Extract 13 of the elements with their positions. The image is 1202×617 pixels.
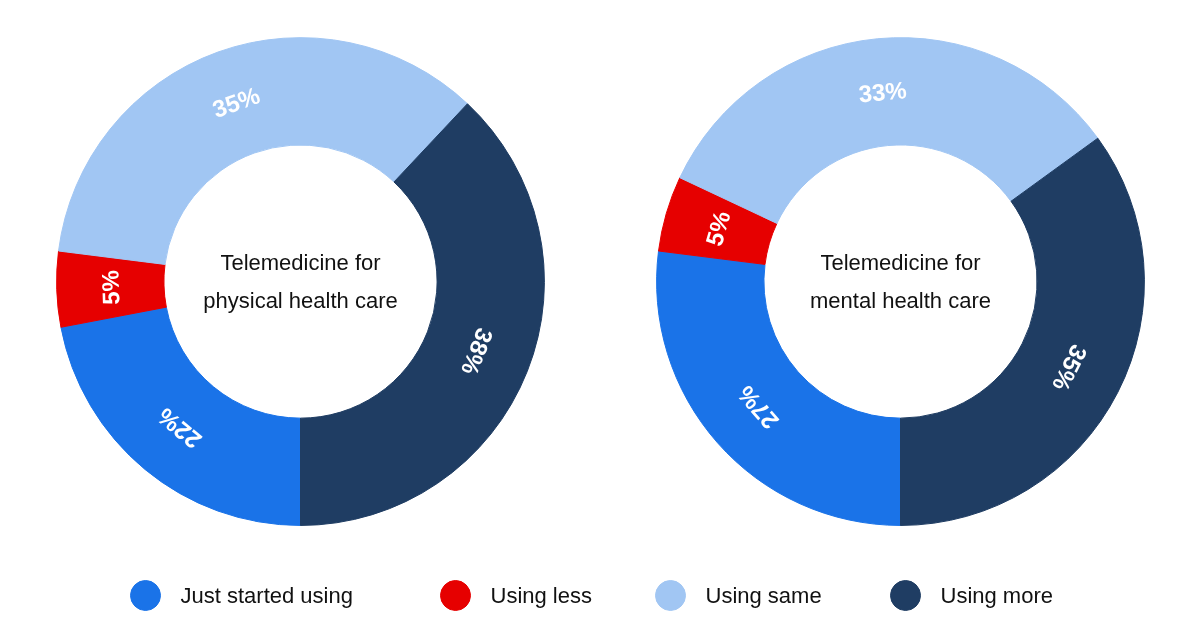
legend-label: Using less: [490, 583, 592, 608]
legend-label: Just started using: [180, 583, 353, 608]
text: Telemedicine for mental health care: [810, 250, 991, 313]
legend-label: Using more: [940, 583, 1053, 608]
data-label: 5%: [96, 269, 125, 306]
text: Telemedicine for physical health care: [203, 250, 398, 313]
data-label: 22%: [152, 402, 207, 455]
legend-label: Using same: [705, 583, 822, 608]
data-label: 35%: [208, 81, 264, 124]
data-label: 35%: [1047, 340, 1093, 396]
data-label: 38%: [455, 324, 499, 380]
data-label: 5%: [700, 207, 736, 249]
data-label: 33%: [857, 76, 908, 108]
